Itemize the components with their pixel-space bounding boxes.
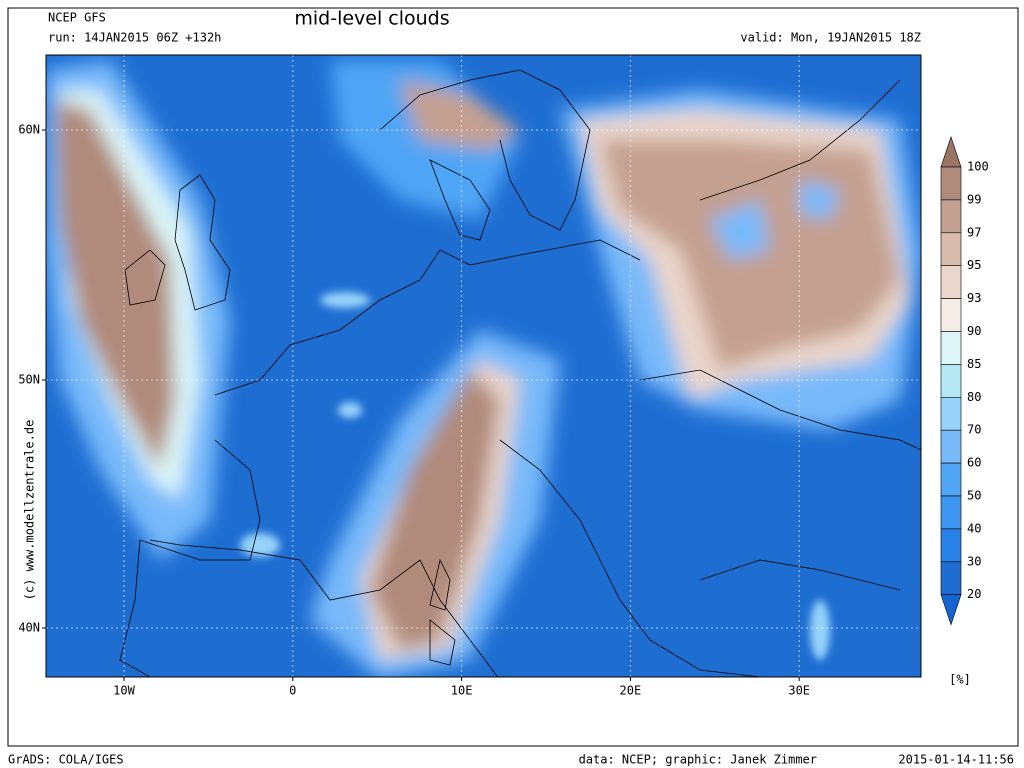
- credit-label: (c) www.modellzentrale.de: [23, 420, 37, 601]
- colorbar-swatch: [940, 528, 962, 563]
- colorbar-swatch: [940, 364, 962, 398]
- unit-label: [%]: [949, 673, 971, 687]
- colorbar-swatch: [940, 265, 962, 299]
- run-label: run: 14JAN2015 06Z +132h: [48, 31, 221, 45]
- lon-label: 10E: [451, 684, 473, 698]
- colorbar-label: 70: [967, 423, 981, 437]
- colorbar-swatch: [940, 298, 962, 332]
- colorbar-label: 50: [967, 489, 981, 503]
- colorbar-swatch: [940, 166, 962, 201]
- lon-label: 30E: [788, 684, 810, 698]
- colorbar-label: 30: [967, 554, 981, 568]
- lat-label: 60N: [18, 123, 40, 137]
- footer-right: 2015-01-14-11:56: [898, 753, 1014, 767]
- colorbar-label: 90: [967, 324, 981, 338]
- colorbar-label: 60: [967, 456, 981, 470]
- colorbar-label: 100: [967, 160, 989, 174]
- valid-label: valid: Mon, 19JAN2015 18Z: [740, 31, 921, 45]
- lat-label: 40N: [18, 621, 40, 635]
- lat-label: 50N: [18, 373, 40, 387]
- map-border: [45, 54, 922, 678]
- colorbar-swatch: [940, 331, 962, 365]
- colorbar-swatch: [940, 199, 962, 234]
- colorbar-bottom-arrow: [940, 594, 962, 626]
- graticule: [46, 55, 921, 677]
- lon-label: 20E: [620, 684, 642, 698]
- axis-labels: 60N 50N 40N 10W 0 10E 20E 30E: [18, 123, 810, 698]
- cloud-field: [46, 60, 921, 677]
- colorbar-swatch: [940, 462, 962, 497]
- model-label: NCEP GFS: [48, 11, 106, 25]
- colorbar-label: 93: [967, 291, 981, 305]
- colorbar-swatch: [940, 429, 962, 464]
- cloud-spots: [240, 292, 830, 660]
- colorbar-label: 97: [967, 225, 981, 239]
- colorbar-swatch: [940, 495, 962, 530]
- colorbar-swatch: [940, 561, 962, 595]
- colorbar-label: 99: [967, 192, 981, 206]
- coastlines: [119, 69, 921, 677]
- map-title: mid-level clouds: [294, 8, 449, 30]
- frame: [7, 7, 1019, 747]
- lon-label: 10W: [113, 684, 135, 698]
- footer-left: GrADS: COLA/IGES: [8, 753, 124, 767]
- colorbar-label: 20: [967, 587, 981, 601]
- colorbar-swatch: [940, 396, 962, 431]
- colorbar-label: 85: [967, 357, 981, 371]
- map-field: [46, 55, 921, 677]
- colorbar-label: 80: [967, 390, 981, 404]
- colorbar-label: 40: [967, 521, 981, 535]
- colorbar-label: 95: [967, 258, 981, 272]
- lon-label: 0: [289, 684, 296, 698]
- colorbar-swatch: [940, 232, 962, 267]
- footer-center: data: NCEP; graphic: Janek Zimmer: [579, 753, 817, 767]
- colorbar-top-arrow: [940, 136, 962, 168]
- colorbar: 100 99 97 95 93 90 85 80 70 60 50 40 30 20: [940, 136, 989, 626]
